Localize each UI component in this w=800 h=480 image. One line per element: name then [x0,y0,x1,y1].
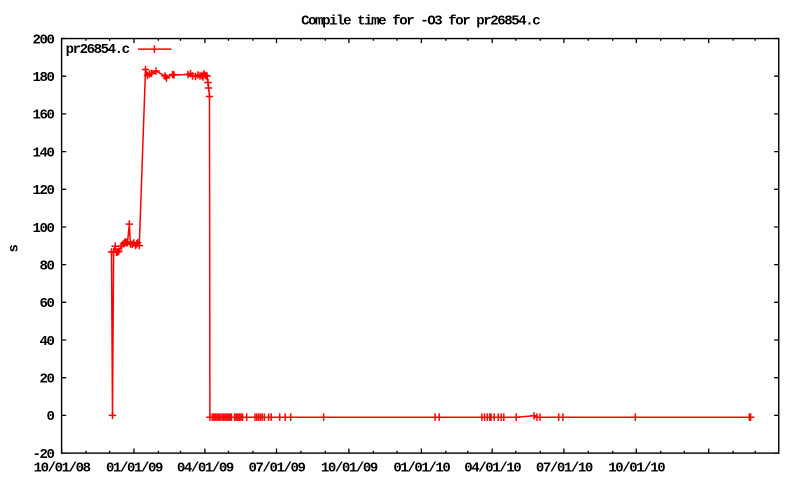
svg-text:120: 120 [32,183,54,199]
svg-text:140: 140 [32,145,54,161]
svg-text:pr26854.c: pr26854.c [66,42,130,58]
svg-text:200: 200 [32,32,54,48]
svg-text:0: 0 [46,409,54,425]
svg-text:07/01/09: 07/01/09 [248,461,305,477]
svg-text:-20: -20 [32,447,54,463]
svg-text:40: 40 [39,334,54,350]
svg-text:01/01/09: 01/01/09 [106,461,163,477]
svg-text:04/01/09: 04/01/09 [177,461,234,477]
svg-text:80: 80 [39,258,54,274]
svg-text:10/01/10: 10/01/10 [608,461,665,477]
svg-text:01/01/10: 01/01/10 [393,461,450,477]
svg-text:07/01/10: 07/01/10 [536,461,593,477]
svg-text:100: 100 [32,221,54,237]
svg-text:04/01/10: 04/01/10 [464,461,521,477]
svg-text:10/01/09: 10/01/09 [321,461,378,477]
svg-text:160: 160 [32,108,54,124]
svg-text:10/01/08: 10/01/08 [34,461,91,477]
svg-text:Compile time for -O3 for pr268: Compile time for -O3 for pr26854.c [301,13,540,29]
svg-text:180: 180 [32,70,54,86]
svg-text:20: 20 [39,372,54,388]
svg-text:s: s [7,245,23,253]
svg-text:60: 60 [39,296,54,312]
